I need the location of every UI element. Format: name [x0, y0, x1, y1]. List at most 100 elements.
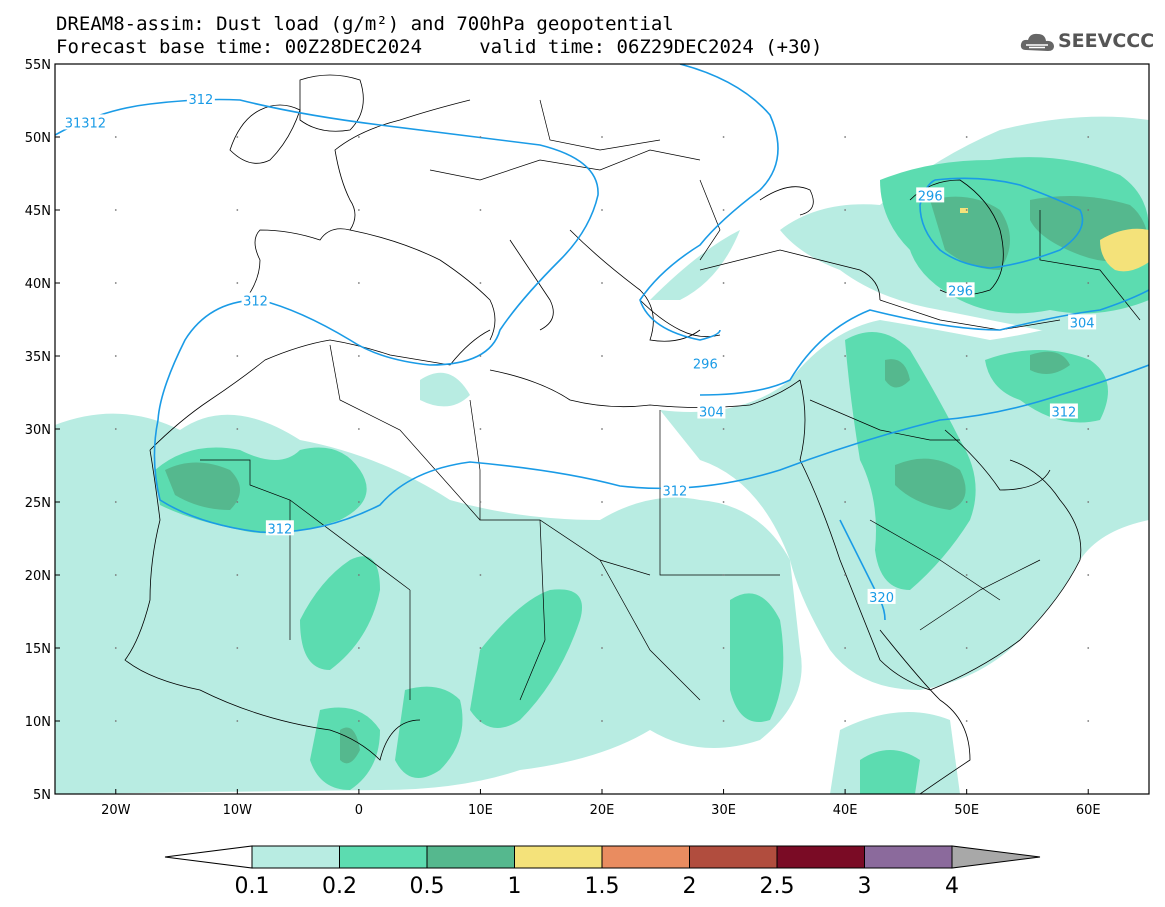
grid-dot	[236, 501, 239, 503]
grid-dot	[601, 282, 603, 284]
lon-label: 50E	[954, 803, 979, 818]
grid-dot	[357, 428, 360, 430]
grid-dot	[844, 282, 847, 284]
grid-dot	[965, 136, 968, 138]
colorbar-label: 0.2	[322, 874, 357, 899]
grid-dot	[722, 282, 725, 284]
lat-label: 25N	[25, 496, 51, 511]
lat-label: 55N	[25, 58, 51, 73]
contour-label-bg	[946, 282, 975, 298]
grid-dot	[722, 501, 725, 503]
contour-label: 31312	[65, 116, 106, 131]
colorbar-label: 0.5	[410, 874, 445, 899]
grid-dot	[357, 209, 360, 211]
grid-dot	[722, 574, 725, 576]
grid-dot	[236, 136, 239, 138]
grid-dot	[236, 355, 239, 357]
grid-dot	[114, 355, 117, 357]
grid-dot	[114, 647, 117, 649]
grid-dot	[114, 501, 117, 503]
grid-dot	[357, 574, 360, 576]
grid-dot	[479, 501, 482, 503]
grid-dot	[601, 355, 603, 357]
contour-label: 312	[188, 93, 213, 108]
coastlines	[124, 74, 1082, 794]
grid-dot	[844, 647, 847, 649]
grid-dot	[722, 428, 725, 430]
colorbar-segment	[689, 845, 778, 869]
grid-dot	[114, 574, 117, 576]
lat-label: 40N	[25, 277, 51, 292]
grid-dot	[357, 501, 360, 503]
grid-dot	[114, 136, 117, 138]
lat-label: 10N	[25, 715, 51, 730]
grid-dot	[844, 574, 847, 576]
grid-dot	[479, 428, 482, 430]
grid-dot	[236, 209, 239, 211]
lon-label: 20E	[590, 803, 615, 818]
grid-dot	[722, 355, 725, 357]
colorbar-segment	[776, 845, 865, 869]
grid-dot	[965, 501, 968, 503]
lat-label: 45N	[25, 204, 51, 219]
contour-label: 312	[663, 484, 688, 499]
contour-label: 296	[693, 357, 718, 372]
lat-label: 35N	[25, 350, 51, 365]
grid-dot	[965, 428, 968, 430]
logo-text: SEEVCCC	[1058, 30, 1155, 52]
grid-dot	[601, 501, 603, 503]
lon-label: 40E	[833, 803, 858, 818]
lon-label: 60E	[1076, 803, 1101, 818]
grid-dot	[1087, 209, 1090, 211]
contour-label: 312	[1051, 405, 1076, 420]
contour-label-bg	[265, 520, 294, 536]
colorbar-label: 2	[683, 874, 697, 899]
dust-level-1	[960, 208, 1149, 272]
grid-dot	[844, 720, 847, 722]
grid-dot	[479, 209, 482, 211]
grid-dot	[357, 720, 360, 722]
grid-dot	[236, 647, 239, 649]
dust-level-0-5	[165, 196, 1149, 764]
grid-dot	[601, 428, 603, 430]
grid-dot	[844, 428, 847, 430]
map-title: DREAM8-assim: Dust load (g/m²) and 700hP…	[56, 13, 674, 35]
contour-label-bg	[691, 355, 720, 371]
lon-label: 10W	[223, 803, 253, 818]
grid-dot	[722, 209, 725, 211]
grid-dot	[1087, 501, 1090, 503]
contour-label: 312	[243, 295, 268, 310]
contour-label: 296	[948, 284, 973, 299]
grid-dot	[114, 428, 117, 430]
colorbar: 0.1 0.2 0.5 1 1.5 2 2.5 3 4	[164, 845, 1041, 899]
colorbar-segment	[601, 845, 690, 869]
grid-dot	[1087, 282, 1090, 284]
colorbar-segment	[339, 845, 428, 869]
grid-dot	[357, 282, 360, 284]
grid-dot	[965, 647, 968, 649]
contour-label-bg	[1049, 403, 1078, 419]
grid-dot	[601, 720, 603, 722]
contour-label: 320	[869, 591, 894, 606]
grid-dot	[722, 720, 725, 722]
colorbar-label: 4	[945, 874, 959, 899]
grid-dot	[601, 209, 603, 211]
grid-dot	[479, 355, 482, 357]
contour-label-bg	[63, 114, 108, 130]
contour-label-bg	[1068, 314, 1097, 330]
grid-dot	[357, 136, 360, 138]
lat-label: 20N	[25, 569, 51, 584]
grid-dot	[844, 355, 847, 357]
grid-dot	[479, 136, 482, 138]
cloud-icon	[1020, 33, 1054, 51]
lon-label: 30E	[711, 803, 736, 818]
grid-dot	[236, 720, 239, 722]
contour-label-bg	[916, 187, 945, 203]
lon-label: 0	[355, 803, 363, 818]
lat-label: 15N	[25, 642, 51, 657]
country-borders	[200, 99, 1141, 701]
grid-dot	[479, 720, 482, 722]
forecast-time-line: Forecast base time: 00Z28DEC2024 valid t…	[56, 36, 823, 58]
contour-label-bg	[867, 588, 896, 604]
colorbar-upper-extend	[951, 845, 1041, 869]
